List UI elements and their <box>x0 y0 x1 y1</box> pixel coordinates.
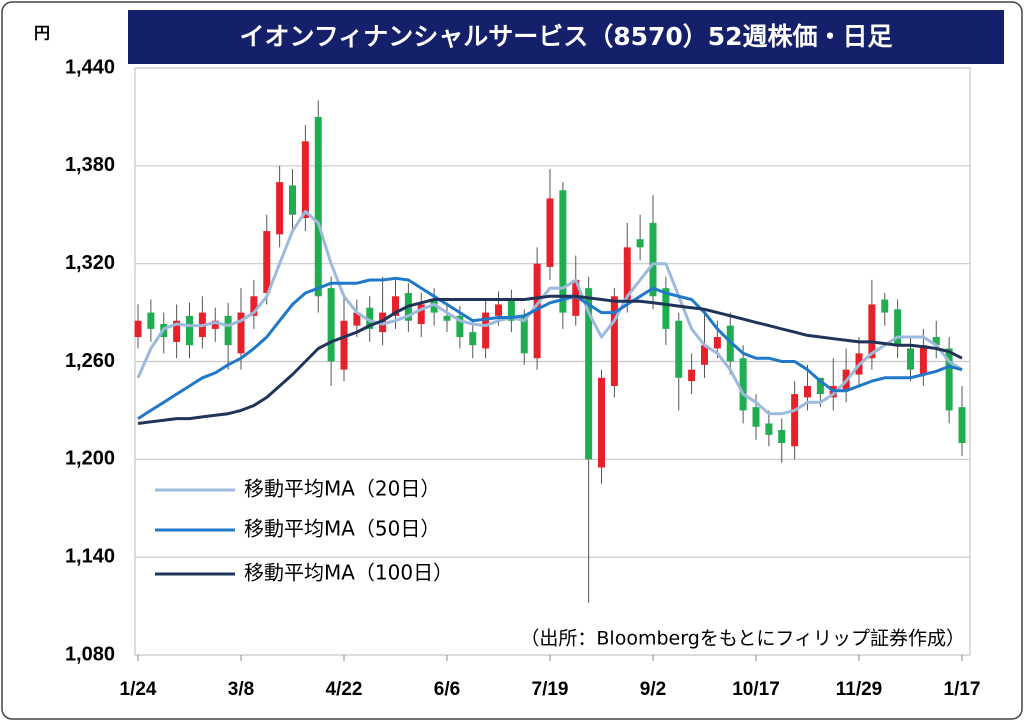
candle-body <box>932 337 940 346</box>
candle-body <box>623 247 631 300</box>
title-box <box>128 10 1004 64</box>
candle-body <box>546 198 554 267</box>
candle-body <box>495 304 502 316</box>
candle-body <box>636 239 644 248</box>
legend-label: 移動平均MA（20日） <box>244 477 440 501</box>
candle-body <box>314 116 322 297</box>
candle-body <box>778 429 786 444</box>
candle-body <box>894 309 902 346</box>
candle-body <box>662 288 670 329</box>
candle-body <box>211 320 219 329</box>
candle-body <box>765 423 773 435</box>
candle-body <box>301 141 309 219</box>
x-tick-label: 6/6 <box>434 679 460 700</box>
ma-line <box>137 294 963 425</box>
candle-body <box>739 358 747 411</box>
candle-body <box>250 296 258 316</box>
y-tick-label: 1,260 <box>65 350 115 372</box>
candle-body <box>340 320 348 370</box>
candle-body <box>276 182 284 235</box>
legend-label: 移動平均MA（100日） <box>244 561 453 585</box>
candle-body <box>649 222 657 297</box>
x-tick-label: 10/17 <box>732 679 780 700</box>
candle-body <box>353 312 361 326</box>
x-tick-label: 1/17 <box>944 679 981 700</box>
candle-body <box>598 377 605 468</box>
candle-body <box>417 304 425 324</box>
y-tick-label: 1,200 <box>65 448 115 470</box>
candle-body <box>186 315 193 346</box>
x-tick-label: 7/19 <box>532 679 569 700</box>
y-unit: 円 <box>34 24 50 43</box>
candle-body <box>482 312 490 349</box>
candle-body <box>237 312 245 354</box>
legend-label: 移動平均MA（50日） <box>244 517 440 541</box>
candle-body <box>945 348 953 411</box>
candle-body <box>804 385 811 398</box>
candle-body <box>958 407 966 444</box>
candle-body <box>224 315 232 346</box>
candle-body <box>585 288 593 460</box>
candle-body <box>868 304 876 359</box>
y-tick-label: 1,320 <box>65 252 115 274</box>
candle-body <box>919 345 927 375</box>
candle-body <box>675 320 683 378</box>
candle-body <box>327 288 335 362</box>
y-tick-label: 1,380 <box>65 154 115 176</box>
x-tick-label: 9/2 <box>640 679 666 700</box>
candle-body <box>520 315 528 354</box>
candle-body <box>559 190 567 313</box>
ma-line <box>136 210 963 416</box>
candle-body <box>147 312 155 329</box>
candle-body <box>289 185 296 215</box>
x-tick-label: 11/29 <box>836 679 883 700</box>
candle-body <box>752 407 760 427</box>
candle-body <box>791 394 799 447</box>
source-note: （出所：Bloombergをもとにフィリップ証券作成） <box>520 628 965 650</box>
candle-body <box>173 320 181 342</box>
candle-body <box>469 332 477 346</box>
candle-body <box>366 307 374 329</box>
candle-body <box>134 320 142 338</box>
y-tick-label: 1,080 <box>65 643 115 665</box>
candle-body <box>881 299 889 313</box>
candle-body <box>443 315 451 321</box>
candle-body <box>392 296 399 316</box>
candle-body <box>688 369 696 382</box>
candle-body <box>713 337 721 349</box>
chart-title: イオンフィナンシャルサービス（8570）52週株価・日足 <box>239 22 892 51</box>
candle-body <box>456 315 464 338</box>
x-tick-label: 1/24 <box>120 679 157 700</box>
x-tick-label: 4/22 <box>326 679 363 700</box>
y-tick-label: 1,440 <box>65 56 115 78</box>
candle-body <box>263 231 271 294</box>
ma-line <box>137 276 963 420</box>
x-tick-label: 3/8 <box>228 679 254 700</box>
candle-body <box>816 377 824 395</box>
candle-body <box>507 299 515 321</box>
candle-body <box>907 348 914 370</box>
candle-body <box>379 312 387 333</box>
y-tick-label: 1,140 <box>65 545 115 567</box>
candle-body <box>610 296 618 386</box>
candle-body <box>701 345 708 365</box>
